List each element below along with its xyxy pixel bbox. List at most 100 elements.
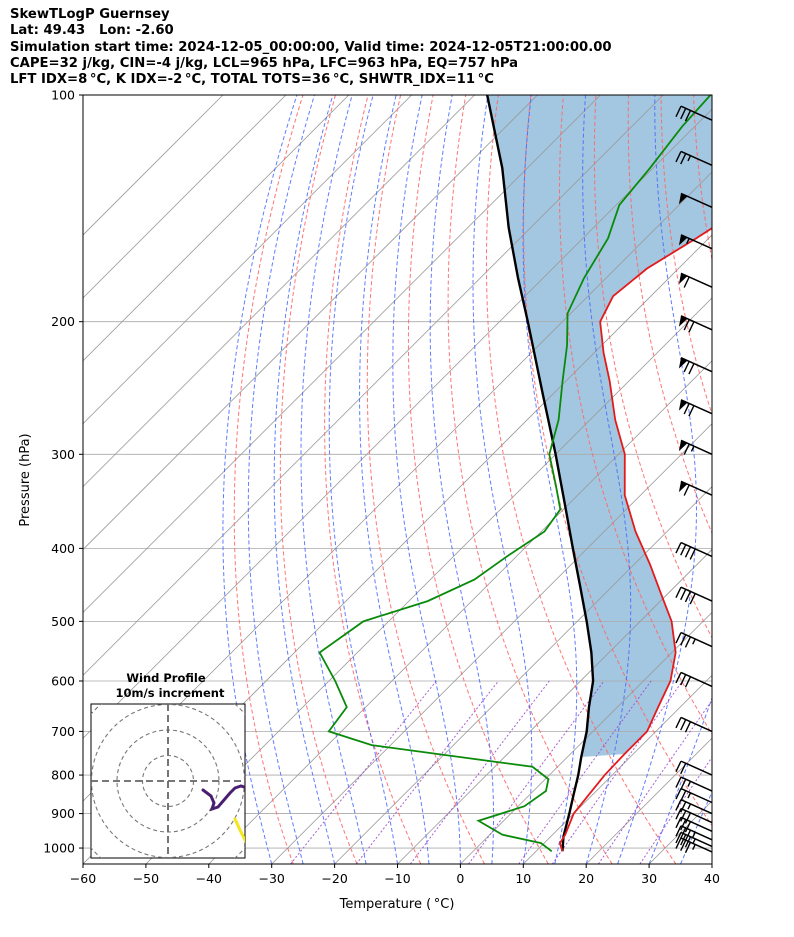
barb-flag bbox=[684, 110, 692, 122]
dry-adiabat-line bbox=[324, 95, 422, 864]
hodograph-plot bbox=[91, 704, 245, 858]
moist-adiabat-line bbox=[392, 95, 461, 864]
barb-shaft bbox=[680, 807, 713, 824]
barb-flag bbox=[675, 586, 682, 599]
hodograph-trace-lower bbox=[233, 817, 245, 844]
barb-shaft bbox=[680, 150, 713, 167]
barb-shaft bbox=[680, 787, 713, 804]
barb-flag bbox=[683, 403, 690, 415]
barb-flag bbox=[684, 836, 692, 848]
barb-half-flag bbox=[692, 844, 696, 850]
x-tick-label: −60 bbox=[70, 871, 96, 886]
barb-flag bbox=[684, 841, 692, 854]
isotherm-line bbox=[397, 548, 712, 864]
y-tick-label: 400 bbox=[51, 541, 75, 556]
wind-barb bbox=[678, 357, 713, 375]
y-tick-label: 300 bbox=[51, 447, 75, 462]
dry-adiabat-line bbox=[759, 95, 794, 864]
location-line: Lat: 49.43 Lon: -2.60 bbox=[10, 23, 174, 39]
barb-flag bbox=[680, 589, 687, 601]
wind-barb bbox=[675, 716, 713, 733]
dry-adiabat-line bbox=[726, 95, 794, 864]
barb-flag bbox=[683, 319, 690, 331]
dry-adiabat-line bbox=[407, 95, 549, 864]
barb-flag bbox=[675, 825, 682, 837]
barb-flag bbox=[680, 108, 687, 120]
wind-barb bbox=[678, 234, 713, 250]
barb-flag bbox=[675, 151, 682, 163]
moist-adiabat-line bbox=[429, 95, 495, 864]
barb-half-flag bbox=[687, 781, 692, 787]
wind-barb bbox=[675, 807, 713, 824]
isotherm-line bbox=[83, 95, 538, 551]
wind-barbs bbox=[675, 105, 713, 854]
y-tick-label: 800 bbox=[51, 768, 75, 783]
barb-flag bbox=[684, 721, 692, 733]
mixing-ratio-line bbox=[597, 699, 712, 864]
moist-adiabat-line bbox=[711, 862, 712, 864]
isotherm-line bbox=[83, 95, 287, 299]
mixing-ratio-line bbox=[639, 756, 712, 864]
x-tick-label: −20 bbox=[321, 871, 347, 886]
barb-shaft bbox=[680, 716, 713, 733]
barb-shaft bbox=[680, 776, 713, 792]
barb-half-flag bbox=[690, 445, 695, 452]
wind-barb bbox=[675, 816, 713, 833]
barb-flag bbox=[675, 632, 682, 644]
barb-flag bbox=[680, 839, 687, 851]
barb-shaft bbox=[680, 234, 713, 250]
moist-adiabat-line bbox=[582, 95, 632, 864]
barb-shaft bbox=[680, 272, 713, 288]
barb-flag bbox=[675, 788, 682, 800]
barb-shaft bbox=[680, 399, 713, 415]
chart-header: SkewTLogP Guernsey Lat: 49.43 Lon: -2.60… bbox=[10, 7, 612, 88]
barb-shaft bbox=[680, 798, 713, 815]
dry-adiabat-line bbox=[485, 95, 677, 864]
mixing-ratio-line bbox=[551, 680, 683, 864]
wind-barb bbox=[675, 787, 713, 804]
barb-shaft bbox=[680, 357, 713, 373]
barb-flag bbox=[688, 363, 695, 375]
hodograph-subtitle: 10m/s increment bbox=[116, 686, 225, 700]
isotherm-line bbox=[711, 863, 712, 864]
barb-flag bbox=[675, 105, 682, 118]
barb-pennant bbox=[678, 273, 688, 285]
wind-barb bbox=[675, 831, 713, 848]
y-tick-label: 500 bbox=[51, 614, 75, 629]
barb-flag bbox=[675, 837, 682, 849]
barb-flag bbox=[683, 443, 690, 455]
x-tick-label: −50 bbox=[133, 871, 159, 886]
barb-shaft bbox=[680, 825, 713, 841]
barb-flag bbox=[683, 361, 690, 373]
barb-flag bbox=[684, 821, 692, 833]
barb-pennant bbox=[678, 234, 688, 246]
moist-adiabat-line bbox=[300, 95, 367, 864]
isotherm-line bbox=[83, 95, 664, 676]
x-tick-label: 20 bbox=[578, 871, 594, 886]
wind-barb bbox=[678, 480, 713, 496]
barb-flag bbox=[680, 634, 687, 646]
barb-shaft bbox=[680, 586, 713, 602]
moist-adiabat-line bbox=[522, 95, 578, 864]
barb-shaft bbox=[680, 192, 713, 209]
isotherm-line bbox=[145, 297, 712, 864]
barb-shaft bbox=[680, 315, 713, 331]
isotherm-line bbox=[523, 674, 712, 864]
barb-flag bbox=[684, 636, 692, 648]
x-tick-label: 40 bbox=[704, 871, 720, 886]
wind-barb bbox=[675, 776, 713, 792]
barb-flag bbox=[684, 676, 692, 688]
wind-barb bbox=[678, 439, 713, 455]
barb-half-flag bbox=[687, 792, 692, 799]
parcel-profile-line bbox=[486, 95, 595, 852]
x-tick-label: 10 bbox=[515, 871, 531, 886]
chart-title: SkewTLogP Guernsey bbox=[10, 7, 170, 22]
barb-half-flag bbox=[687, 803, 692, 810]
barb-half-flag bbox=[686, 238, 690, 245]
dry-adiabat-line bbox=[559, 95, 712, 736]
wind-barb bbox=[678, 315, 713, 333]
mixing-ratio-line bbox=[409, 680, 550, 864]
plot-area bbox=[83, 95, 794, 864]
moist-adiabat-line bbox=[472, 95, 533, 864]
wind-barb bbox=[678, 399, 713, 417]
